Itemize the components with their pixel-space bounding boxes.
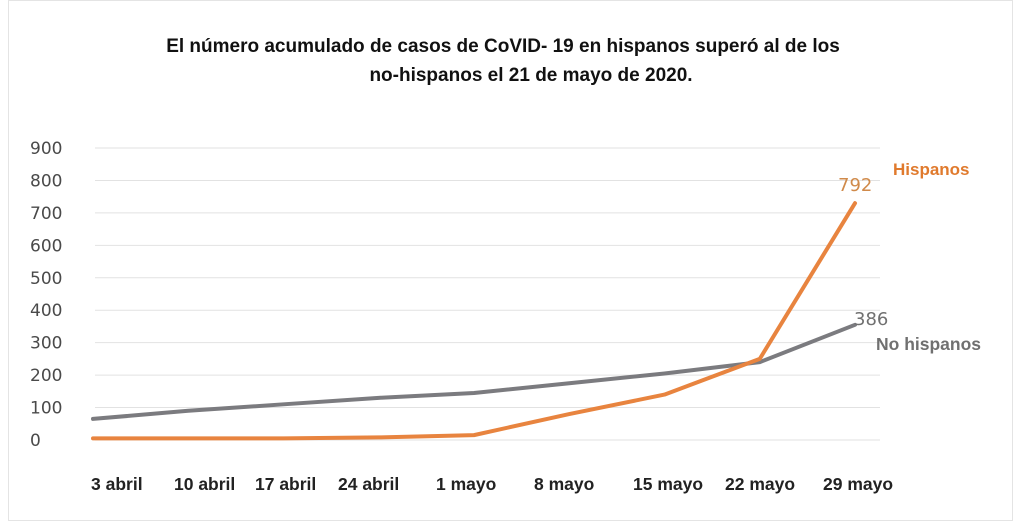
x-tick-label: 3 abril bbox=[91, 474, 143, 494]
y-tick-label: 700 bbox=[30, 204, 62, 224]
no-hispanos-series-label: No hispanos bbox=[876, 334, 981, 354]
x-tick-label: 15 mayo bbox=[633, 474, 703, 494]
series-lines bbox=[91, 201, 857, 441]
no-hispanos-end-value: 386 bbox=[854, 309, 888, 330]
y-tick-label: 600 bbox=[30, 236, 62, 256]
x-tick-label: 17 abril bbox=[255, 474, 316, 494]
chart-title-line-1: El número acumulado de casos de CoVID- 1… bbox=[166, 36, 840, 57]
hispanos-end-value: 792 bbox=[838, 175, 872, 196]
hispanos-series-label: Hispanos bbox=[893, 160, 970, 179]
y-tick-label: 800 bbox=[30, 171, 62, 191]
x-axis-ticks: 3 abril 10 abril 17 abril 24 abril 1 mayo 8 m… bbox=[91, 474, 893, 494]
y-tick-label: 500 bbox=[30, 269, 62, 289]
y-axis-ticks: 0 100 200 300 400 500 600 700 800 900 bbox=[30, 139, 62, 451]
x-tick-label: 1 mayo bbox=[436, 474, 496, 494]
y-tick-label: 100 bbox=[30, 399, 62, 419]
y-tick-label: 0 bbox=[30, 431, 41, 451]
y-tick-label: 900 bbox=[30, 139, 62, 159]
y-tick-label: 300 bbox=[30, 334, 62, 354]
grid-lines bbox=[95, 147, 880, 441]
no-hispanos-series-line bbox=[91, 322, 857, 421]
y-tick-label: 200 bbox=[30, 366, 62, 386]
chart-title-line-2: no-hispanos el 21 de mayo de 2020. bbox=[369, 65, 692, 86]
chart-frame bbox=[8, 0, 1013, 521]
x-tick-label: 8 mayo bbox=[534, 474, 594, 494]
x-tick-label: 29 mayo bbox=[823, 474, 893, 494]
y-tick-label: 400 bbox=[30, 301, 62, 321]
x-tick-label: 22 mayo bbox=[725, 474, 795, 494]
hispanos-series-line bbox=[91, 201, 857, 441]
x-tick-label: 24 abril bbox=[338, 474, 399, 494]
series-labels: 792 Hispanos 386 No hispanos bbox=[838, 160, 981, 354]
x-tick-label: 10 abril bbox=[174, 474, 235, 494]
